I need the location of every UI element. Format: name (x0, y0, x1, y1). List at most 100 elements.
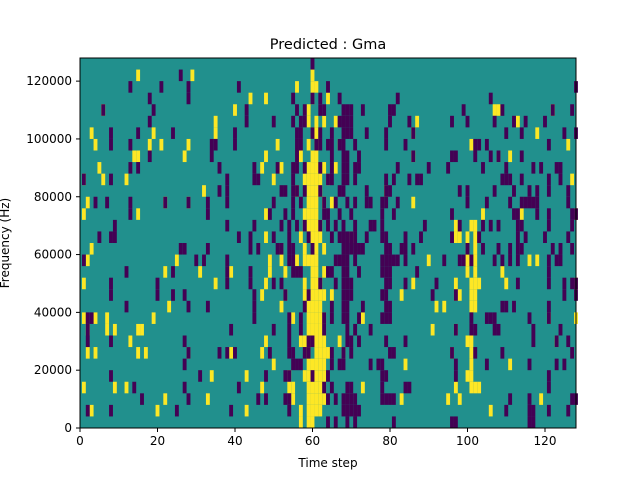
heatmap-cell-high (279, 300, 284, 313)
heatmap-cell-low (353, 231, 358, 243)
heatmap-cell-low (275, 243, 280, 255)
heatmap-cell-low (236, 381, 241, 394)
heatmap-cell-low (353, 393, 358, 405)
heatmap-cell-low (329, 266, 334, 278)
heatmap-cell-low (236, 231, 241, 243)
heatmap-cell-low (453, 289, 458, 301)
heatmap-cell-low (481, 162, 485, 174)
heatmap-cell-low (500, 300, 505, 313)
heatmap-cell-low (109, 231, 113, 243)
heatmap-cell-low (329, 150, 334, 163)
heatmap-cell-low (546, 404, 551, 417)
heatmap-cell-low (388, 243, 392, 255)
heatmap-cell-high (89, 127, 94, 139)
heatmap-cell-high (306, 404, 311, 417)
heatmap-cell-high (310, 312, 315, 324)
heatmap-cell-low (364, 231, 369, 243)
heatmap-cell-low (85, 323, 90, 336)
y-tick-label: 0 (64, 421, 72, 435)
heatmap-cell-high (147, 138, 152, 151)
heatmap-cell-high (453, 219, 458, 232)
heatmap-cell-low (473, 347, 478, 359)
heatmap-cell-low (147, 115, 152, 128)
heatmap-cell-low (461, 254, 466, 267)
heatmap-cell-low (287, 231, 292, 243)
heatmap-cell-low (566, 196, 571, 209)
heatmap-cell-high (93, 347, 98, 359)
heatmap-cell-high (322, 393, 327, 405)
heatmap-cell-high (306, 219, 311, 232)
heatmap-cell-low (252, 173, 257, 186)
heatmap-cell-high (314, 370, 319, 382)
heatmap-cell-high (124, 381, 129, 394)
heatmap-cell-low (403, 277, 408, 290)
heatmap-cell-high (446, 393, 451, 405)
heatmap-cell-low (287, 312, 292, 324)
heatmap-cell-high (465, 231, 470, 243)
heatmap-cell-low (310, 243, 315, 255)
heatmap-cell-low (500, 347, 505, 359)
heatmap-cell-low (554, 335, 559, 348)
heatmap-cell-high (473, 300, 478, 313)
heatmap-cell-low (384, 277, 389, 290)
heatmap-cell-high (318, 404, 323, 417)
heatmap-cell-low (570, 393, 575, 405)
y-tick-label: 60000 (34, 248, 72, 262)
heatmap-cell-high (453, 231, 458, 243)
heatmap-cell-low (434, 277, 439, 290)
heatmap-cell-low (136, 127, 141, 139)
heatmap-cell-low (295, 104, 299, 116)
heatmap-cell-low (457, 219, 462, 232)
heatmap-cell-low (333, 416, 338, 428)
heatmap-cell-high (322, 370, 327, 382)
heatmap-cell-low (256, 393, 261, 405)
heatmap-cell-low (341, 347, 346, 359)
heatmap-cell-low (186, 81, 191, 93)
heatmap-cell-high (314, 208, 319, 220)
heatmap-cell-high (527, 254, 532, 267)
heatmap-cell-high (403, 358, 408, 371)
heatmap-cell-low (411, 127, 416, 139)
heatmap-cell-high (105, 312, 110, 324)
heatmap-cell-high (322, 347, 327, 359)
heatmap-cell-low (298, 312, 303, 324)
heatmap-cell-low (310, 92, 315, 105)
heatmap-cell-low (186, 300, 191, 313)
heatmap-cell-low (248, 266, 253, 278)
heatmap-cell-high (310, 393, 315, 405)
heatmap-cell-low (368, 196, 373, 209)
heatmap-cell-low (322, 381, 327, 394)
heatmap-cell-high (442, 300, 447, 313)
heatmap-cell-high (469, 381, 474, 394)
heatmap-cell-low (508, 173, 513, 186)
heatmap-cell-high (310, 277, 315, 290)
heatmap-cell-high (264, 335, 268, 348)
heatmap-cell-low (295, 266, 299, 278)
heatmap-cell-low (450, 416, 454, 428)
heatmap-cell-low (566, 231, 571, 243)
heatmap-cell-low (337, 358, 342, 371)
heatmap-cell-low (345, 231, 350, 243)
heatmap-cell-high (267, 266, 272, 278)
heatmap-cell-low (372, 219, 377, 232)
heatmap-cell-low (415, 266, 420, 278)
heatmap-cell-high (213, 277, 218, 290)
heatmap-cell-high (190, 69, 195, 82)
heatmap-cell-low (341, 277, 346, 290)
heatmap-cell-low (85, 312, 90, 324)
heatmap-cell-low (341, 127, 346, 139)
heatmap-cell-low (481, 243, 485, 255)
heatmap-cell-high (151, 312, 156, 324)
heatmap-cell-low (341, 219, 346, 232)
heatmap-cell-high (473, 243, 478, 255)
heatmap-cell-low (353, 162, 358, 174)
heatmap-cell-low (229, 404, 234, 417)
heatmap-cell-low (368, 219, 373, 232)
heatmap-cell-low (508, 243, 513, 255)
heatmap-cell-low (252, 219, 257, 232)
heatmap-cell-low (442, 254, 447, 267)
heatmap-cell-low (295, 127, 299, 139)
heatmap-cell-high (318, 300, 323, 313)
heatmap-cell-high (465, 335, 470, 348)
